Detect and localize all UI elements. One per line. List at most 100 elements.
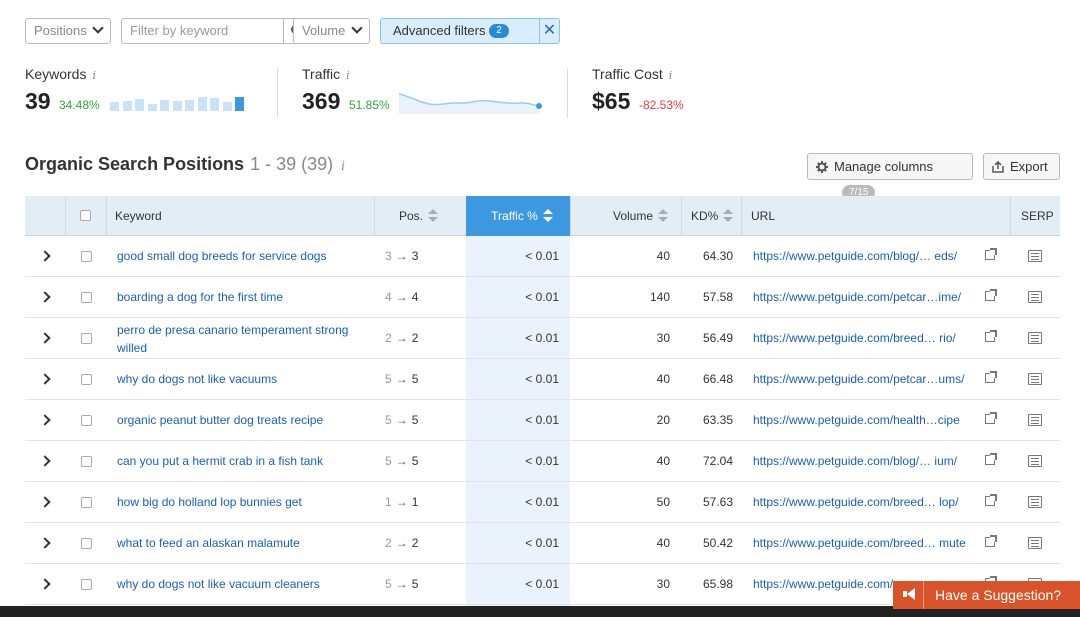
external-link-icon[interactable] (985, 535, 997, 547)
previous-position: 3 (385, 249, 392, 263)
trend-bar (222, 102, 232, 111)
keyword-link[interactable]: why do dogs not like vacuums (117, 372, 278, 386)
keyword-link[interactable]: why do dogs not like vacuum cleaners (117, 577, 320, 591)
info-icon[interactable]: i (341, 159, 345, 173)
row-checkbox[interactable] (81, 415, 92, 426)
table-row[interactable]: can you put a hermit crab in a fish tank… (25, 441, 1060, 482)
table-row[interactable]: good small dog breeds for service dogs 3 →… (25, 236, 1060, 277)
header-kd[interactable]: KD% (691, 196, 734, 236)
advanced-filters-button[interactable]: Advanced filters 2 (380, 18, 540, 44)
table-row[interactable]: boarding a dog for the first time 4 → 4 < 0.… (25, 277, 1060, 318)
current-position: 5 (411, 413, 419, 427)
traffic-metric: Traffic i 369 51.85% (302, 66, 542, 114)
traffic-label: Traffic (302, 66, 341, 82)
url-link[interactable]: https://www.petguide.com/breed… mute (753, 536, 966, 550)
position-cell: 3 → 3 (385, 249, 445, 263)
header-serp[interactable]: SERP (1021, 209, 1054, 223)
expand-icon[interactable] (39, 250, 51, 262)
keyword-filter-input[interactable]: Filter by keyword (121, 18, 283, 44)
row-checkbox[interactable] (81, 333, 92, 344)
url-link[interactable]: https://www.petguide.com/blog/… ium/ (753, 454, 958, 468)
expand-icon[interactable] (39, 332, 51, 344)
info-icon[interactable]: i (668, 69, 673, 82)
table-row[interactable]: what to feed an alaskan malamute 2 → 2 < 0.0… (25, 523, 1060, 564)
select-all-checkbox[interactable] (80, 210, 91, 221)
volume-dropdown[interactable]: Volume (293, 18, 370, 44)
export-label: Export (1010, 159, 1048, 174)
url-link[interactable]: https://www.petguide.com/blog/… eds/ (753, 249, 958, 263)
external-link-icon[interactable] (985, 248, 997, 260)
url-link[interactable]: https://www.petguide.com/ (753, 577, 894, 591)
table-row[interactable]: organic peanut butter dog treats recipe 5… (25, 400, 1060, 441)
row-checkbox[interactable] (81, 456, 92, 467)
info-icon[interactable]: i (92, 69, 96, 82)
header-keyword[interactable]: Keyword (115, 209, 162, 223)
keyword-link[interactable]: organic peanut butter dog treats recipe (117, 413, 324, 427)
clear-filters-button[interactable]: ✕ (540, 18, 560, 44)
expand-icon[interactable] (39, 496, 51, 508)
serp-icon[interactable] (1028, 250, 1042, 262)
row-checkbox[interactable] (81, 374, 92, 385)
current-position: 2 (411, 536, 419, 550)
sparkline-endpoint (536, 103, 542, 109)
keyword-link[interactable]: how big do holland lop bunnies get (117, 495, 302, 509)
serp-icon[interactable] (1028, 455, 1042, 467)
expand-icon[interactable] (39, 537, 51, 549)
row-checkbox[interactable] (81, 538, 92, 549)
keyword-link[interactable]: boarding a dog for the first time (117, 290, 284, 304)
external-link-icon[interactable] (985, 412, 997, 424)
url-link[interactable]: https://www.petguide.com/health…cipe (753, 413, 960, 427)
url-link[interactable]: https://www.petguide.com/petcar…ime/ (753, 290, 962, 304)
row-checkbox[interactable] (81, 251, 92, 262)
serp-icon[interactable] (1028, 373, 1042, 385)
expand-icon[interactable] (39, 291, 51, 303)
url-link[interactable]: https://www.petguide.com/petcar…ums/ (753, 372, 965, 386)
info-icon[interactable]: i (346, 69, 350, 82)
manage-columns-button[interactable]: Manage columns7/15 (807, 153, 973, 200)
serp-icon[interactable] (1028, 414, 1042, 426)
expand-icon[interactable] (39, 578, 51, 590)
external-link-icon[interactable] (985, 453, 997, 465)
serp-icon[interactable] (1028, 537, 1042, 549)
header-traffic[interactable]: Traffic % (466, 196, 570, 236)
expand-icon[interactable] (39, 455, 51, 467)
export-button[interactable]: Export (983, 153, 1060, 180)
gear-icon (816, 161, 828, 173)
trend-bar (172, 101, 182, 111)
header-url[interactable]: URL (751, 209, 776, 223)
traffic-cell: < 0.01 (525, 454, 559, 468)
header-traffic-label: Traffic % (491, 209, 538, 223)
external-link-icon[interactable] (985, 371, 997, 383)
previous-position: 2 (385, 331, 392, 345)
header-volume[interactable]: Volume (613, 196, 669, 236)
megaphone-icon (903, 588, 915, 600)
keyword-link[interactable]: perro de presa canario temperament stron… (117, 323, 349, 355)
url-link[interactable]: https://www.petguide.com/breed… rio/ (753, 331, 956, 345)
table-row[interactable]: how big do holland lop bunnies get 1 → 1 < 0… (25, 482, 1060, 523)
keyword-link[interactable]: what to feed an alaskan malamute (117, 536, 300, 550)
sort-icon (542, 209, 553, 223)
serp-icon[interactable] (1028, 496, 1042, 508)
advanced-filters-label: Advanced filters (393, 23, 486, 38)
suggestion-button[interactable]: Have a Suggestion? (893, 581, 1080, 609)
url-link[interactable]: https://www.petguide.com/breed… lop/ (753, 495, 959, 509)
keyword-link[interactable]: good small dog breeds for service dogs (117, 249, 327, 263)
position-cell: 5 → 5 (385, 454, 445, 468)
external-link-icon[interactable] (985, 289, 997, 301)
row-checkbox[interactable] (81, 292, 92, 303)
positions-dropdown[interactable]: Positions (25, 18, 111, 44)
position-arrow: → (395, 536, 408, 550)
row-checkbox[interactable] (81, 579, 92, 590)
serp-icon[interactable] (1028, 291, 1042, 303)
serp-icon[interactable] (1028, 332, 1042, 344)
external-link-icon[interactable] (985, 494, 997, 506)
header-pos[interactable]: Pos. (399, 196, 439, 236)
keyword-link[interactable]: can you put a hermit crab in a fish tank (117, 454, 324, 468)
external-link-icon[interactable] (985, 330, 997, 342)
table-row[interactable]: why do dogs not like vacuums 5 → 5 < 0.01 40 6… (25, 359, 1060, 400)
traffic-cost-value: $65 (592, 88, 631, 114)
expand-icon[interactable] (39, 373, 51, 385)
expand-icon[interactable] (39, 414, 51, 426)
row-checkbox[interactable] (81, 497, 92, 508)
table-row[interactable]: perro de presa canario temperament stron… (25, 318, 1060, 359)
